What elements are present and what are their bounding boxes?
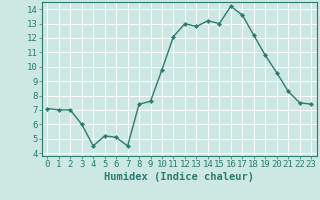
X-axis label: Humidex (Indice chaleur): Humidex (Indice chaleur) — [104, 172, 254, 182]
